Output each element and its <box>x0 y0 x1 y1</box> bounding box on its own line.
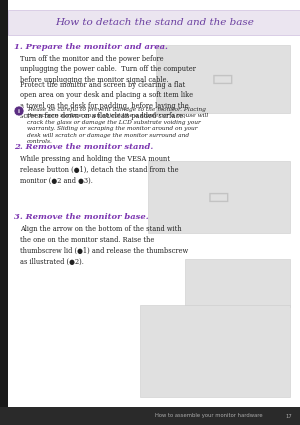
Bar <box>140 305 290 397</box>
Text: While pressing and holding the VESA mount
release button (●1), detach the stand : While pressing and holding the VESA moun… <box>20 155 178 185</box>
Text: 3. Remove the monitor base.: 3. Remove the monitor base. <box>14 213 148 221</box>
Text: ▭: ▭ <box>207 185 231 209</box>
Text: How to assemble your monitor hardware: How to assemble your monitor hardware <box>155 414 262 419</box>
Text: Protect the monitor and screen by clearing a flat
open area on your desk and pla: Protect the monitor and screen by cleari… <box>20 81 193 120</box>
Text: Align the arrow on the bottom of the stand with
the one on the monitor stand. Ra: Align the arrow on the bottom of the sta… <box>20 225 188 266</box>
Text: i: i <box>18 108 20 113</box>
Text: 2. Remove the monitor stand.: 2. Remove the monitor stand. <box>14 143 153 151</box>
Circle shape <box>14 106 24 116</box>
Text: 17: 17 <box>285 414 292 419</box>
Text: Please be careful to prevent damage to the monitor. Placing
the screen surface o: Please be careful to prevent damage to t… <box>27 107 208 144</box>
Bar <box>0 407 300 425</box>
Bar <box>185 259 290 307</box>
Bar <box>8 10 300 35</box>
Bar <box>0 0 8 425</box>
Bar <box>148 161 290 233</box>
Text: How to detach the stand and the base: How to detach the stand and the base <box>56 17 254 26</box>
Text: ▭: ▭ <box>211 67 235 91</box>
Text: 1. Prepare the monitor and area.: 1. Prepare the monitor and area. <box>14 43 168 51</box>
Text: Turn off the monitor and the power before
unplugging the power cable.  Turn off : Turn off the monitor and the power befor… <box>20 55 196 84</box>
Bar <box>156 45 290 113</box>
